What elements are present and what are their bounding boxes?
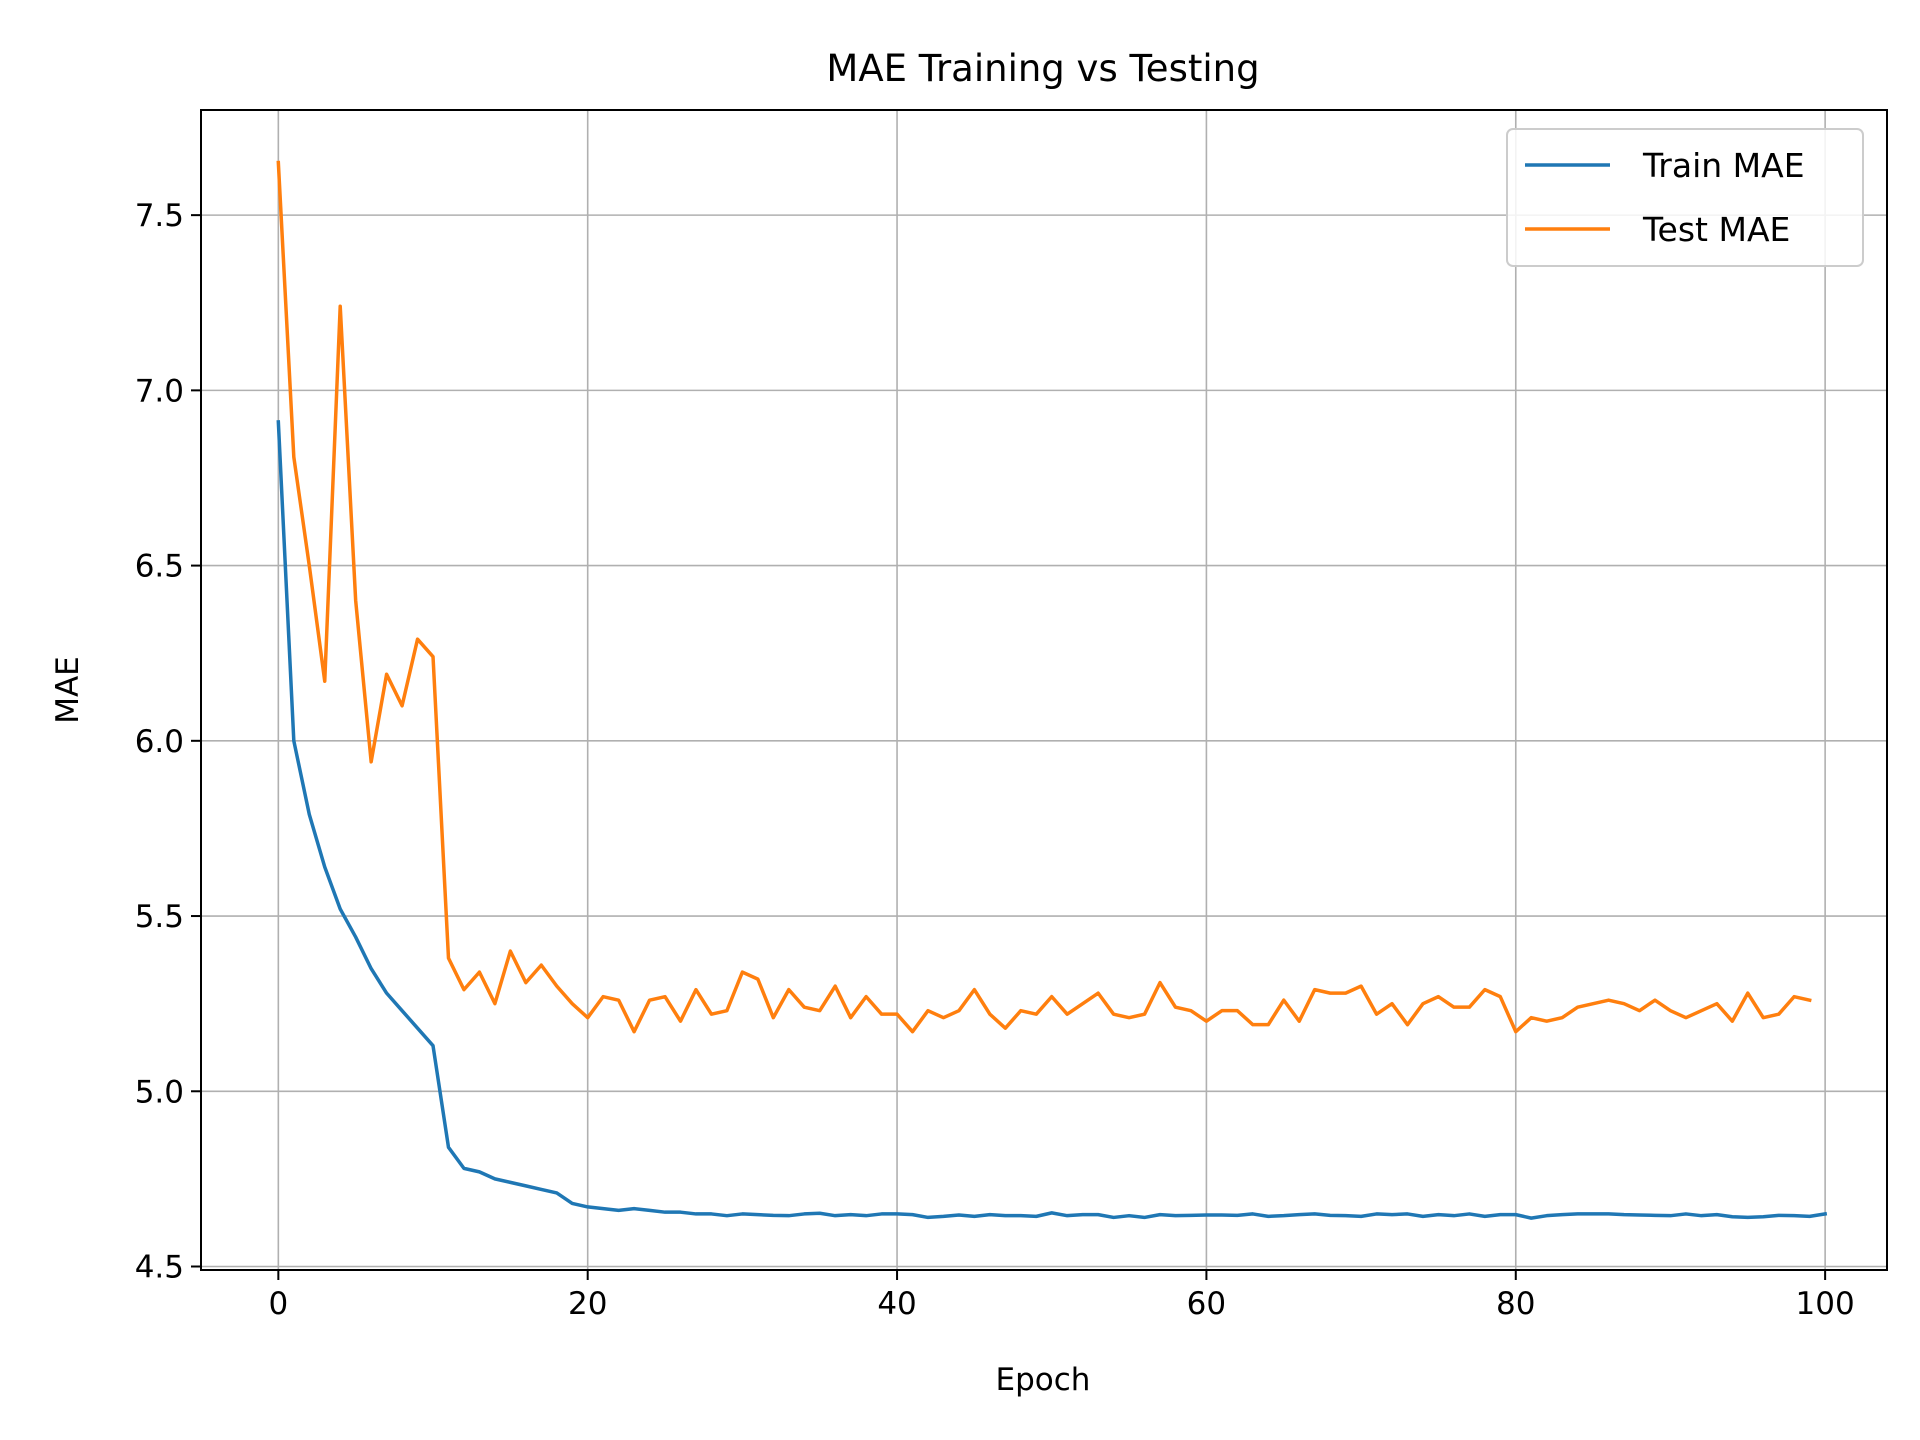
series-line-train-mae bbox=[276, 420, 1828, 1220]
y-tick-label: 5.5 bbox=[135, 899, 184, 935]
y-tick-label: 7.0 bbox=[135, 373, 184, 409]
x-tick-label: 80 bbox=[1496, 1286, 1535, 1322]
series-layer bbox=[276, 160, 1828, 1220]
x-tick-label: 40 bbox=[877, 1286, 916, 1322]
y-axis: 4.5 5.0 5.5 6.0 6.5 7.0 7.5 bbox=[135, 198, 201, 1285]
chart-title: MAE Training vs Testing bbox=[826, 47, 1259, 90]
x-tick-label: 60 bbox=[1187, 1286, 1226, 1322]
y-tick-label: 6.0 bbox=[135, 724, 184, 760]
legend-label: Test MAE bbox=[1642, 210, 1790, 249]
y-tick-label: 7.5 bbox=[135, 198, 184, 234]
x-tick-label: 0 bbox=[268, 1286, 288, 1322]
x-axis-label: Epoch bbox=[996, 1362, 1091, 1398]
legend-label: Train MAE bbox=[1642, 146, 1805, 185]
x-tick-label: 20 bbox=[568, 1286, 607, 1322]
y-tick-label: 6.5 bbox=[135, 549, 184, 585]
x-axis: 0 20 40 60 80 100 bbox=[268, 1270, 1855, 1322]
plot-frame bbox=[200, 109, 1888, 1271]
y-tick-label: 5.0 bbox=[135, 1074, 184, 1110]
grid bbox=[201, 110, 1887, 1270]
legend: Train MAE Test MAE bbox=[1506, 128, 1864, 267]
y-tick-label: 4.5 bbox=[135, 1249, 184, 1285]
series-line-test-mae bbox=[276, 160, 1812, 1034]
y-axis-label: MAE bbox=[50, 656, 86, 724]
x-tick-label: 100 bbox=[1796, 1286, 1855, 1322]
